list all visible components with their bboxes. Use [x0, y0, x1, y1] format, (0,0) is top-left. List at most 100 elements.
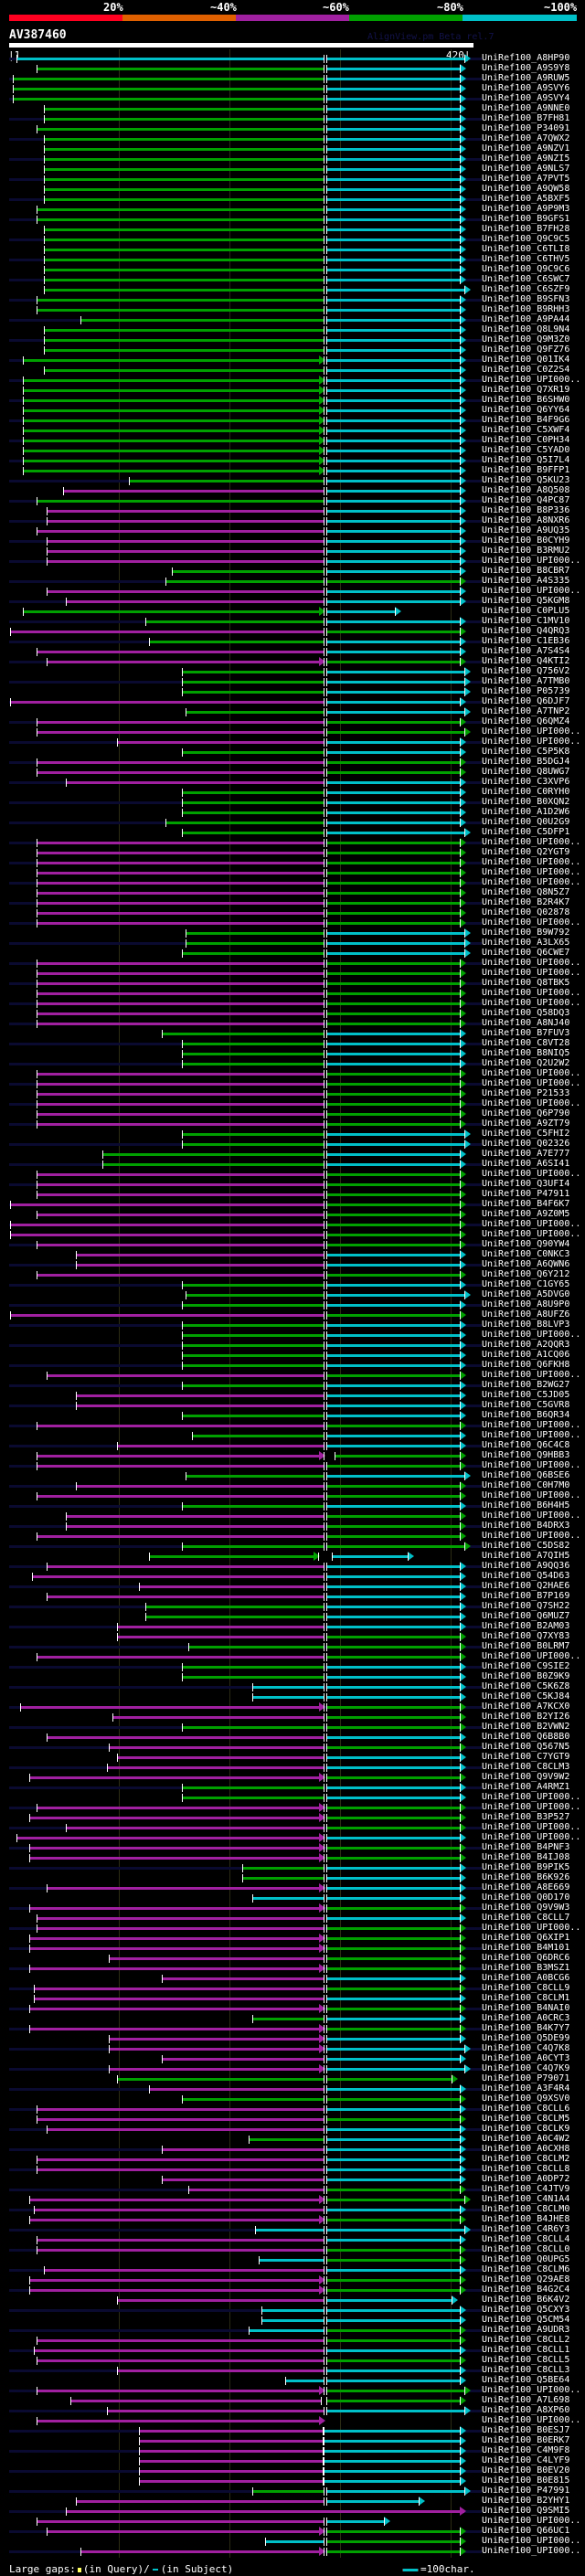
hit-label[interactable]: UniRef100_C8CLL1 — [482, 2345, 569, 2355]
hit-label[interactable]: UniRef100_Q567N5 — [482, 1742, 569, 1752]
hit-label[interactable]: UniRef100_Q0D170 — [482, 1892, 569, 1903]
hit-label[interactable]: UniRef100_Q6QMZ4 — [482, 716, 569, 726]
hit-label[interactable]: UniRef100_C4Q7K9 — [482, 2063, 569, 2073]
hit-label[interactable]: UniRef100_C8CLL9 — [482, 1983, 569, 1993]
hit-label[interactable]: UniRef100_C4Q7K8 — [482, 2043, 569, 2053]
hit-label[interactable]: UniRef100_Q4PC87 — [482, 495, 569, 505]
hit-label[interactable]: UniRef100_A7E777 — [482, 1149, 569, 1159]
hit-label[interactable]: UniRef100_A0DP72 — [482, 2174, 569, 2184]
hit-label[interactable]: UniRef100_A1CQ06 — [482, 1350, 569, 1360]
hit-label[interactable]: UniRef100_Q9XSV0 — [482, 2094, 569, 2104]
hit-label[interactable]: UniRef100_UPI000.. — [482, 2415, 580, 2425]
hit-label[interactable]: UniRef100_B0ERK7 — [482, 2435, 569, 2445]
hit-label[interactable]: UniRef100_B4NAI0 — [482, 2003, 569, 2013]
hit-label[interactable]: UniRef100_C8CLK9 — [482, 2124, 569, 2134]
hit-label[interactable]: UniRef100_Q58DQ3 — [482, 1008, 569, 1018]
hit-label[interactable]: UniRef100_A6QWN6 — [482, 1259, 569, 1269]
hit-label[interactable]: UniRef100_A9QW58 — [482, 184, 569, 194]
hit-label[interactable]: UniRef100_A0CXH8 — [482, 2144, 569, 2154]
hit-label[interactable]: UniRef100_B6K4V2 — [482, 2295, 569, 2305]
hit-label[interactable]: UniRef100_C8CLL2 — [482, 2335, 569, 2345]
hit-label[interactable]: UniRef100_UPI000.. — [482, 857, 580, 867]
hit-label[interactable]: UniRef100_Q6B8B0 — [482, 1732, 569, 1742]
hit-label[interactable]: UniRef100_B7FH81 — [482, 113, 569, 123]
hit-label[interactable]: UniRef100_Q02326 — [482, 1139, 569, 1149]
hit-label[interactable]: UniRef100_C0RYH0 — [482, 787, 569, 797]
hit-label[interactable]: UniRef100_A4RMZ1 — [482, 1782, 569, 1792]
hit-label[interactable]: UniRef100_UPI000.. — [482, 2536, 580, 2546]
hit-label[interactable]: UniRef100_Q9C9C6 — [482, 264, 569, 274]
hit-label[interactable]: UniRef100_Q8N5Z7 — [482, 887, 569, 897]
hit-label[interactable]: UniRef100_B8LVP3 — [482, 1320, 569, 1330]
hit-label[interactable]: UniRef100_C5FHI2 — [482, 1129, 569, 1139]
hit-label[interactable]: UniRef100_B2VWN2 — [482, 1722, 569, 1732]
hit-label[interactable]: UniRef100_C3XVP6 — [482, 777, 569, 787]
hit-label[interactable]: UniRef100_C1GY65 — [482, 1279, 569, 1289]
hit-label[interactable]: UniRef100_Q4QRQ3 — [482, 626, 569, 636]
hit-label[interactable]: UniRef100_A8XP60 — [482, 2405, 569, 2415]
hit-label[interactable]: UniRef100_UPI000.. — [482, 556, 580, 566]
hit-label[interactable]: UniRef100_A7KCX0 — [482, 1701, 569, 1712]
hit-label[interactable]: UniRef100_UPI000.. — [482, 1651, 580, 1661]
hit-label[interactable]: UniRef100_Q2YGT9 — [482, 847, 569, 857]
hit-label[interactable]: UniRef100_UPI000.. — [482, 998, 580, 1008]
hit-label[interactable]: UniRef100_Q6C4C8 — [482, 1440, 569, 1450]
hit-label[interactable]: UniRef100_A8HP90 — [482, 53, 569, 63]
hit-label[interactable]: UniRef100_C5K6Z8 — [482, 1681, 569, 1691]
hit-label[interactable]: UniRef100_C4M9F8 — [482, 2445, 569, 2455]
hit-label[interactable]: UniRef100_Q9C9C5 — [482, 234, 569, 244]
hit-label[interactable]: UniRef100_B7P169 — [482, 1591, 569, 1601]
hit-label[interactable]: UniRef100_C5GVR8 — [482, 1400, 569, 1410]
hit-label[interactable]: UniRef100_UPI000.. — [482, 1923, 580, 1933]
hit-label[interactable]: UniRef100_Q6P790 — [482, 1108, 569, 1118]
hit-label[interactable]: UniRef100_B4F9G6 — [482, 415, 569, 425]
hit-label[interactable]: UniRef100_A8NJ40 — [482, 1018, 569, 1028]
hit-label[interactable]: UniRef100_A9Z0M5 — [482, 1209, 569, 1219]
hit-label[interactable]: UniRef100_A7PVT5 — [482, 174, 569, 184]
hit-label[interactable]: UniRef100_B9GFS1 — [482, 214, 569, 224]
hit-label[interactable]: UniRef100_Q9M3Z0 — [482, 334, 569, 345]
hit-label[interactable]: UniRef100_C8CLL6 — [482, 2104, 569, 2114]
hit-label[interactable]: UniRef100_A0CYT3 — [482, 2053, 569, 2063]
hit-label[interactable]: UniRef100_B8P336 — [482, 505, 569, 515]
hit-label[interactable]: UniRef100_A0BCG6 — [482, 1973, 569, 1983]
hit-label[interactable]: UniRef100_B3MSZ1 — [482, 1963, 569, 1973]
hit-label[interactable]: UniRef100_B4IJ08 — [482, 1852, 569, 1862]
hit-label[interactable]: UniRef100_C8CLL7 — [482, 1913, 569, 1923]
hit-label[interactable]: UniRef100_A9ZT79 — [482, 1118, 569, 1129]
hit-label[interactable]: UniRef100_B0EV20 — [482, 2465, 569, 2475]
hit-label[interactable]: UniRef100_A9UDR3 — [482, 2325, 569, 2335]
hit-label[interactable]: UniRef100_P47911 — [482, 1189, 569, 1199]
hit-label[interactable]: UniRef100_C8CLM3 — [482, 1762, 569, 1772]
hit-label[interactable]: UniRef100_C6THV5 — [482, 254, 569, 264]
hit-label[interactable]: UniRef100_B2AM03 — [482, 1621, 569, 1631]
hit-label[interactable]: UniRef100_Q9FZ76 — [482, 345, 569, 355]
hit-label[interactable]: UniRef100_A9QQ36 — [482, 1561, 569, 1571]
hit-label[interactable]: UniRef100_Q6DJF7 — [482, 696, 569, 706]
hit-label[interactable]: UniRef100_Q6BSE6 — [482, 1470, 569, 1480]
hit-label[interactable]: UniRef100_P34091 — [482, 123, 569, 133]
hit-label[interactable]: UniRef100_A9NZV1 — [482, 143, 569, 154]
hit-label[interactable]: UniRef100_C0Z2S4 — [482, 365, 569, 375]
hit-label[interactable]: UniRef100_Q7SH22 — [482, 1601, 569, 1611]
hit-label[interactable]: UniRef100_A9SVY6 — [482, 83, 569, 93]
hit-label[interactable]: UniRef100_A9PA44 — [482, 314, 569, 324]
hit-label[interactable]: UniRef100_C4R6Y3 — [482, 2224, 569, 2234]
hit-label[interactable]: UniRef100_A7QWX2 — [482, 133, 569, 143]
hit-label[interactable]: UniRef100_C4N1A4 — [482, 2194, 569, 2204]
hit-label[interactable]: UniRef100_UPI000.. — [482, 958, 580, 968]
hit-label[interactable]: UniRef100_UPI000.. — [482, 737, 580, 747]
hit-label[interactable]: UniRef100_B0Z9K9 — [482, 1671, 569, 1681]
hit-label[interactable]: UniRef100_P79071 — [482, 2073, 569, 2083]
hit-label[interactable]: UniRef100_UPI000.. — [482, 917, 580, 928]
hit-label[interactable]: UniRef100_UPI000.. — [482, 1802, 580, 1812]
hit-label[interactable]: UniRef100_A9S9Y8 — [482, 63, 569, 73]
hit-label[interactable]: UniRef100_C5KJ84 — [482, 1691, 569, 1701]
hit-label[interactable]: UniRef100_Q756V2 — [482, 666, 569, 676]
hit-label[interactable]: UniRef100_C7YGT9 — [482, 1752, 569, 1762]
hit-label[interactable]: UniRef100_Q8TBK5 — [482, 978, 569, 988]
hit-label[interactable]: UniRef100_A7QIH5 — [482, 1551, 569, 1561]
hit-label[interactable]: UniRef100_Q6YY64 — [482, 405, 569, 415]
hit-label[interactable]: UniRef100_B4K7Y7 — [482, 2023, 569, 2033]
hit-label[interactable]: UniRef100_Q9SMI5 — [482, 2506, 569, 2516]
